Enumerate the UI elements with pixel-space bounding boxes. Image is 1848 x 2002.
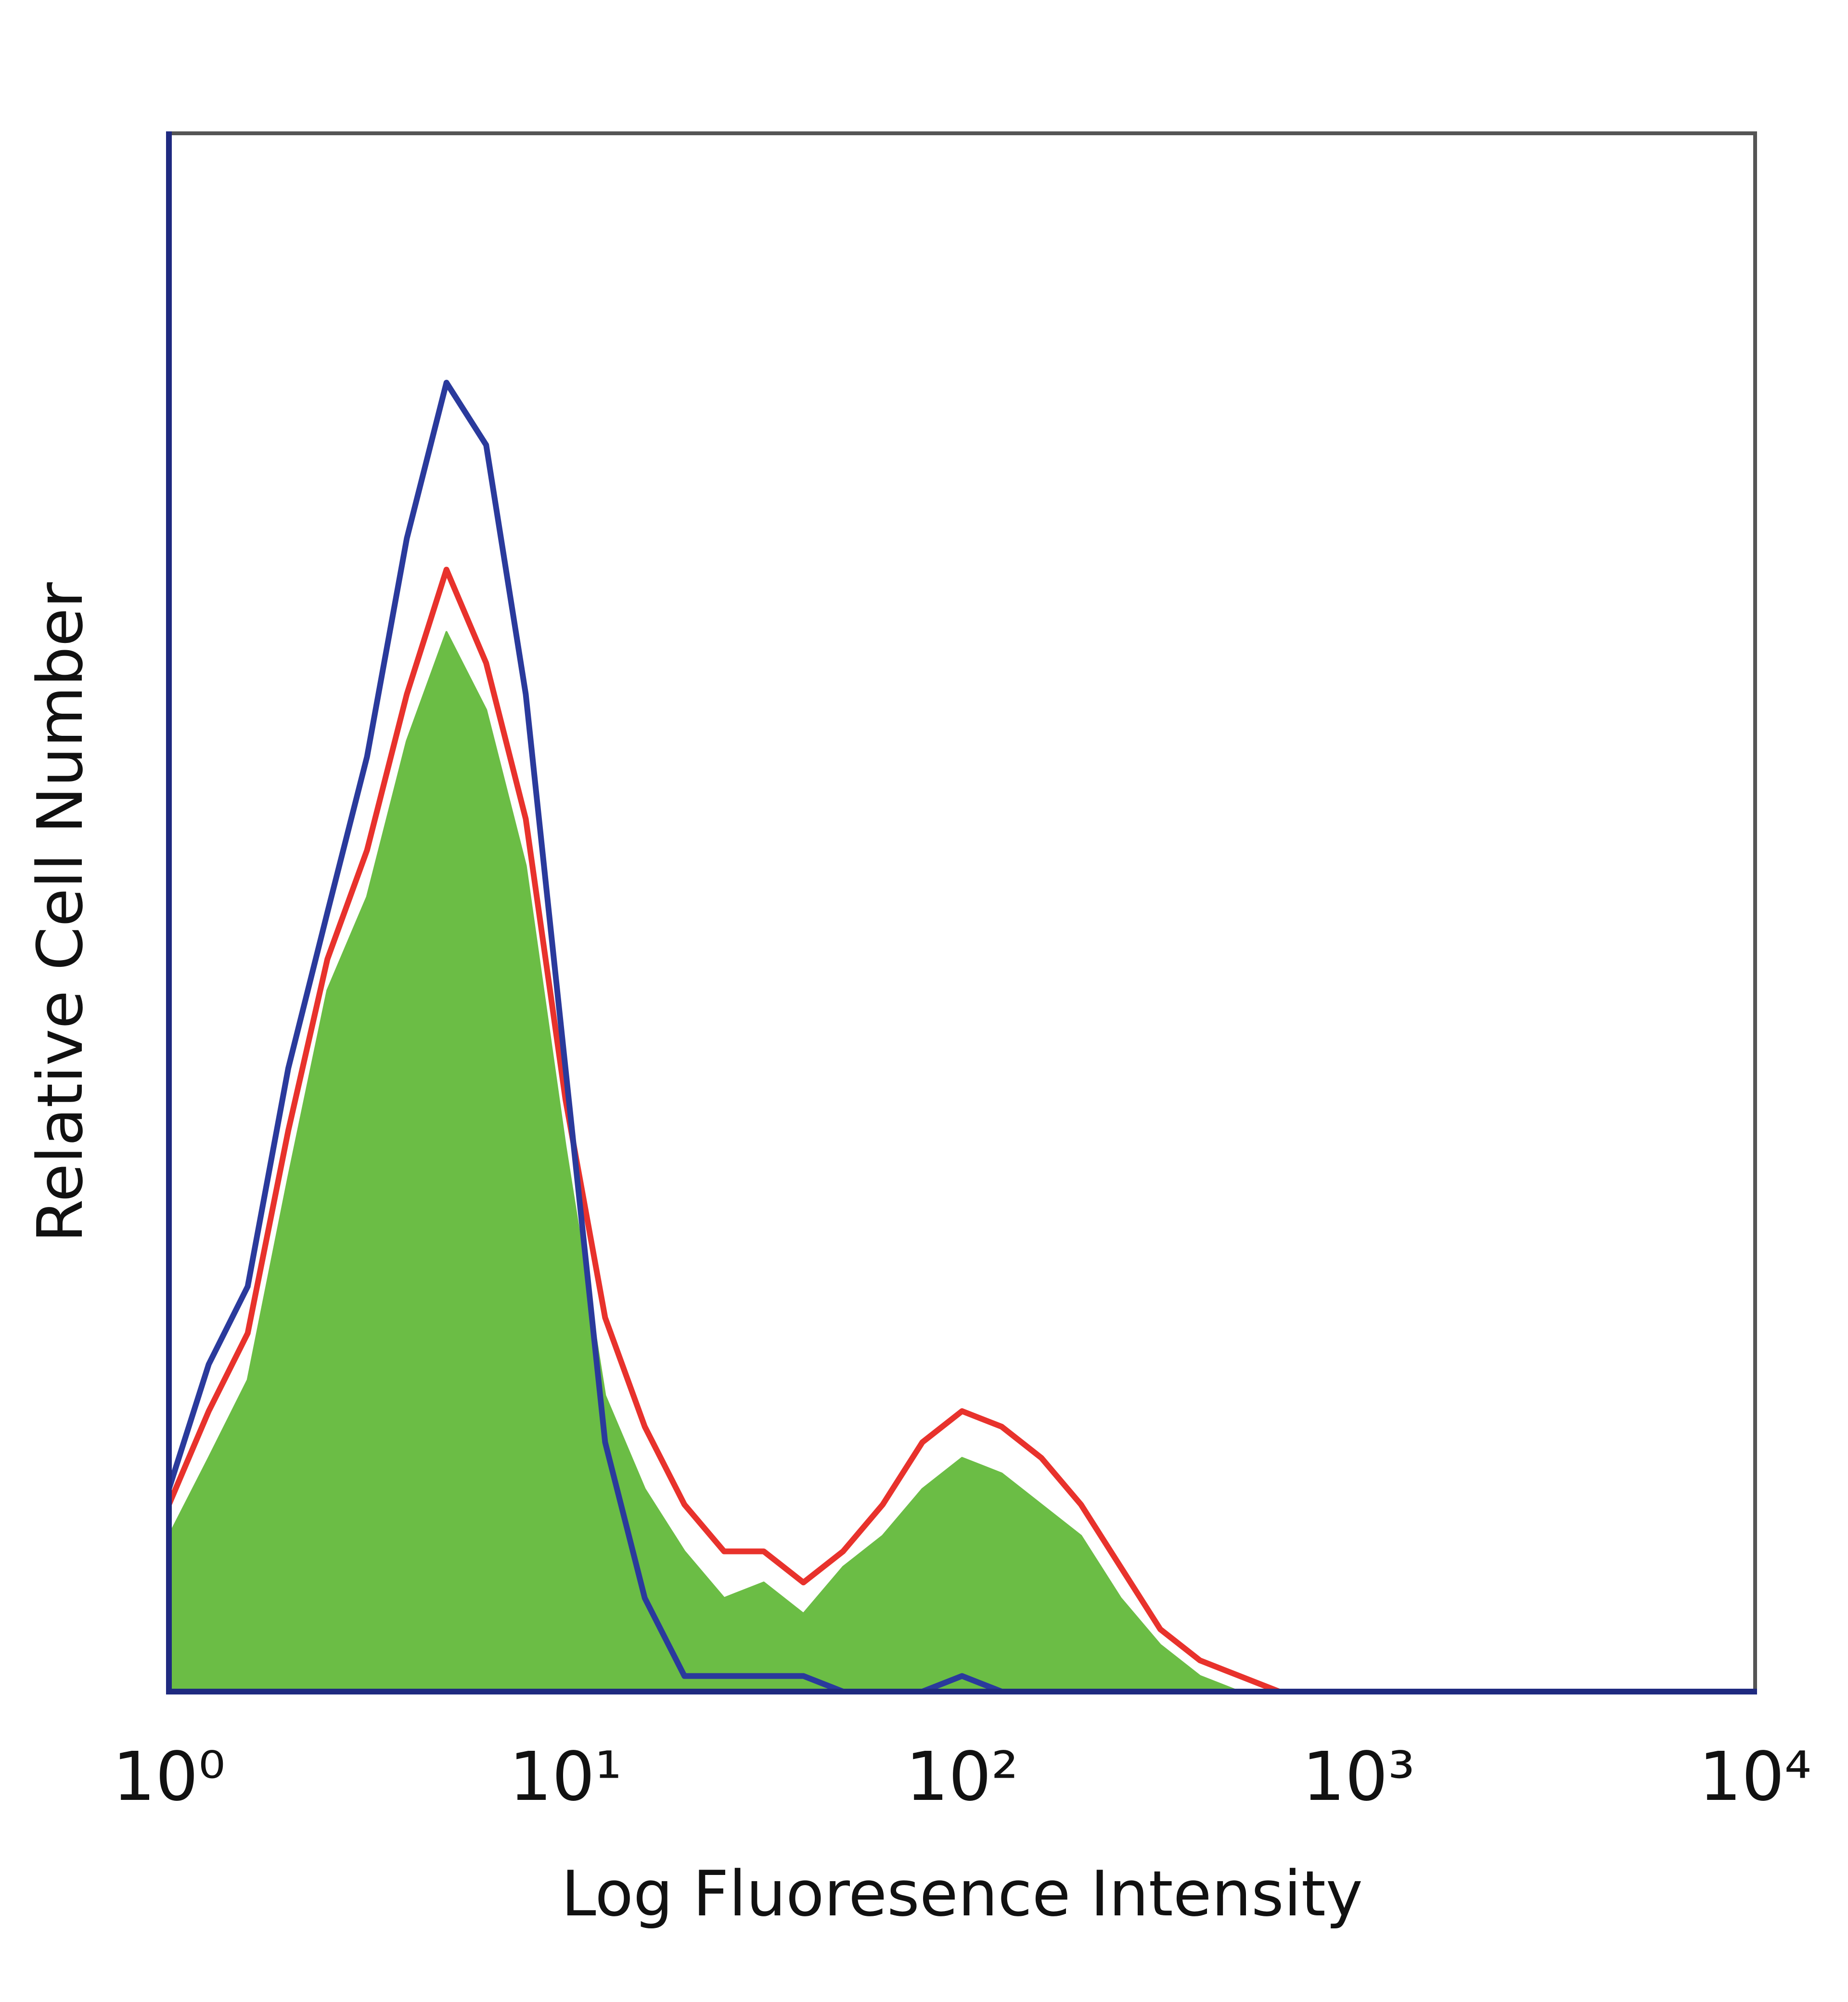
x-tick-label: 10¹ (509, 1738, 622, 1816)
plot-area (166, 380, 1281, 1694)
x-tick-label: 10² (906, 1738, 1018, 1816)
x-tick-label: 10⁰ (113, 1738, 225, 1816)
y-axis-label: Relative Cell Number (24, 582, 97, 1243)
histogram-line (166, 566, 1281, 1694)
x-tick-label: 10³ (1302, 1738, 1415, 1816)
histogram-area (168, 631, 1281, 1693)
x-axis-label: Log Fluoresence Intensity (561, 1857, 1363, 1930)
x-tick-label: 10⁴ (1699, 1738, 1811, 1816)
